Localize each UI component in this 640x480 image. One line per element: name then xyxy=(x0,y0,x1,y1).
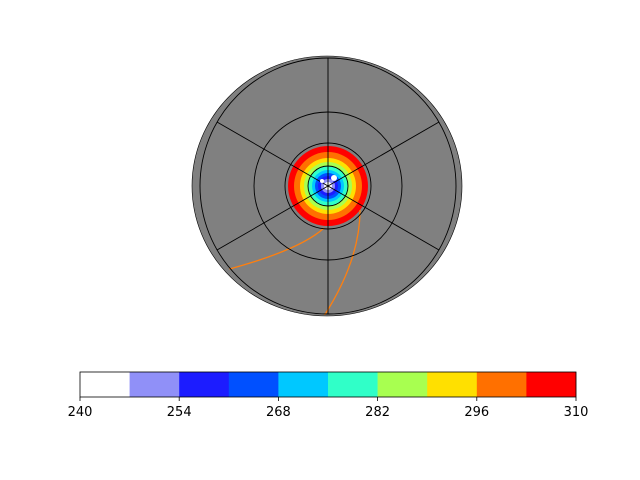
colorbar: 240 254 268 282 296 310 xyxy=(68,371,589,420)
colorbar-tick-label: 268 xyxy=(266,405,291,420)
colorbar-cell xyxy=(179,372,230,397)
colorbar-cell xyxy=(427,372,478,397)
colorbar-tick-label: 254 xyxy=(167,405,192,420)
meridian-northwest xyxy=(216,121,329,187)
colorbar-tick-label: 296 xyxy=(464,405,489,420)
contour-line-west xyxy=(225,227,325,271)
colorbar-cell xyxy=(80,372,130,397)
colorbar-cell xyxy=(228,372,279,397)
colorbar-tick-label: 240 xyxy=(68,405,93,420)
colorbar-cell xyxy=(278,372,329,397)
meridian-southeast xyxy=(327,185,440,251)
polar-map xyxy=(191,55,463,317)
pole-spot xyxy=(331,175,337,181)
colorbar-cell xyxy=(129,372,180,397)
meridian-southwest xyxy=(216,185,329,251)
colorbar-cell xyxy=(526,372,577,397)
colorbar-tick-label: 282 xyxy=(365,405,390,420)
colorbar-tick-label: 310 xyxy=(564,405,589,420)
colorbar-cell xyxy=(328,372,378,397)
meridian-northeast xyxy=(327,121,440,187)
contour-line-south xyxy=(323,209,361,315)
colorbar-cell xyxy=(476,372,527,397)
pole-spot xyxy=(320,179,324,183)
meridians xyxy=(216,58,440,314)
colorbar-ticks: 240 254 268 282 296 310 xyxy=(68,397,589,420)
colorbar-cell xyxy=(377,372,428,397)
colorbar-frame xyxy=(79,371,577,398)
colorbar-cells xyxy=(80,372,577,397)
